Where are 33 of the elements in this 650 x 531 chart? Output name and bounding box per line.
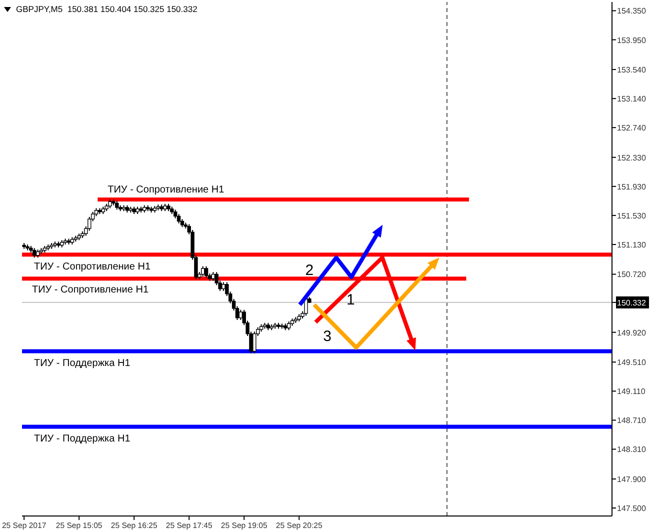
y-tick-label: 151.530 (617, 211, 646, 220)
y-tick-label: 149.510 (617, 358, 646, 368)
y-tick-label: 154.350 (617, 6, 646, 16)
y-tick-label: 151.130 (617, 240, 646, 250)
annotation: 1 (346, 292, 355, 309)
series-label: ТИУ - Сопротивление Н1 (32, 284, 149, 296)
candlestick (176, 213, 181, 224)
y-tick-label: 147.900 (617, 474, 646, 484)
y-tick-label: 149.920 (617, 328, 646, 338)
annotation: 2 (305, 262, 314, 279)
ref-line-label: ТИУ - Сопротивление Н1 (34, 262, 151, 273)
candlestick (238, 309, 243, 320)
candlestick (32, 248, 36, 258)
y-tick-label: 150.332 (617, 298, 646, 308)
y-tick-label: 151.930 (617, 182, 646, 192)
y-tick-label: 150.720 (617, 270, 646, 280)
candlestick (201, 266, 205, 277)
y-tick-label: 152.330 (617, 153, 646, 162)
chart-title: GBPJPY,M5 150.381 150.404 150.325 150.332 (16, 4, 198, 14)
y-tick-label: 153.950 (617, 36, 646, 45)
y-tick-label: 153.540 (617, 66, 646, 75)
y-tick-label: 149.110 (617, 387, 646, 396)
annotation: 3 (323, 328, 332, 345)
y-tick-label: 152.740 (617, 124, 646, 133)
y-tick-label: 148.310 (617, 445, 646, 454)
series-label: ТИУ - Сопротивление Н1 (108, 184, 225, 196)
y-tick-label: 148.710 (617, 416, 646, 426)
ref-line-label: ТИУ - Поддержка Н1 (34, 358, 131, 370)
y-tick-label: 147.500 (617, 504, 646, 514)
ref-line-label: ТИУ - Поддержка Н1 (34, 434, 131, 445)
candlestick (204, 266, 208, 278)
candlestick (252, 331, 256, 354)
y-tick-label: 153.140 (617, 94, 646, 104)
